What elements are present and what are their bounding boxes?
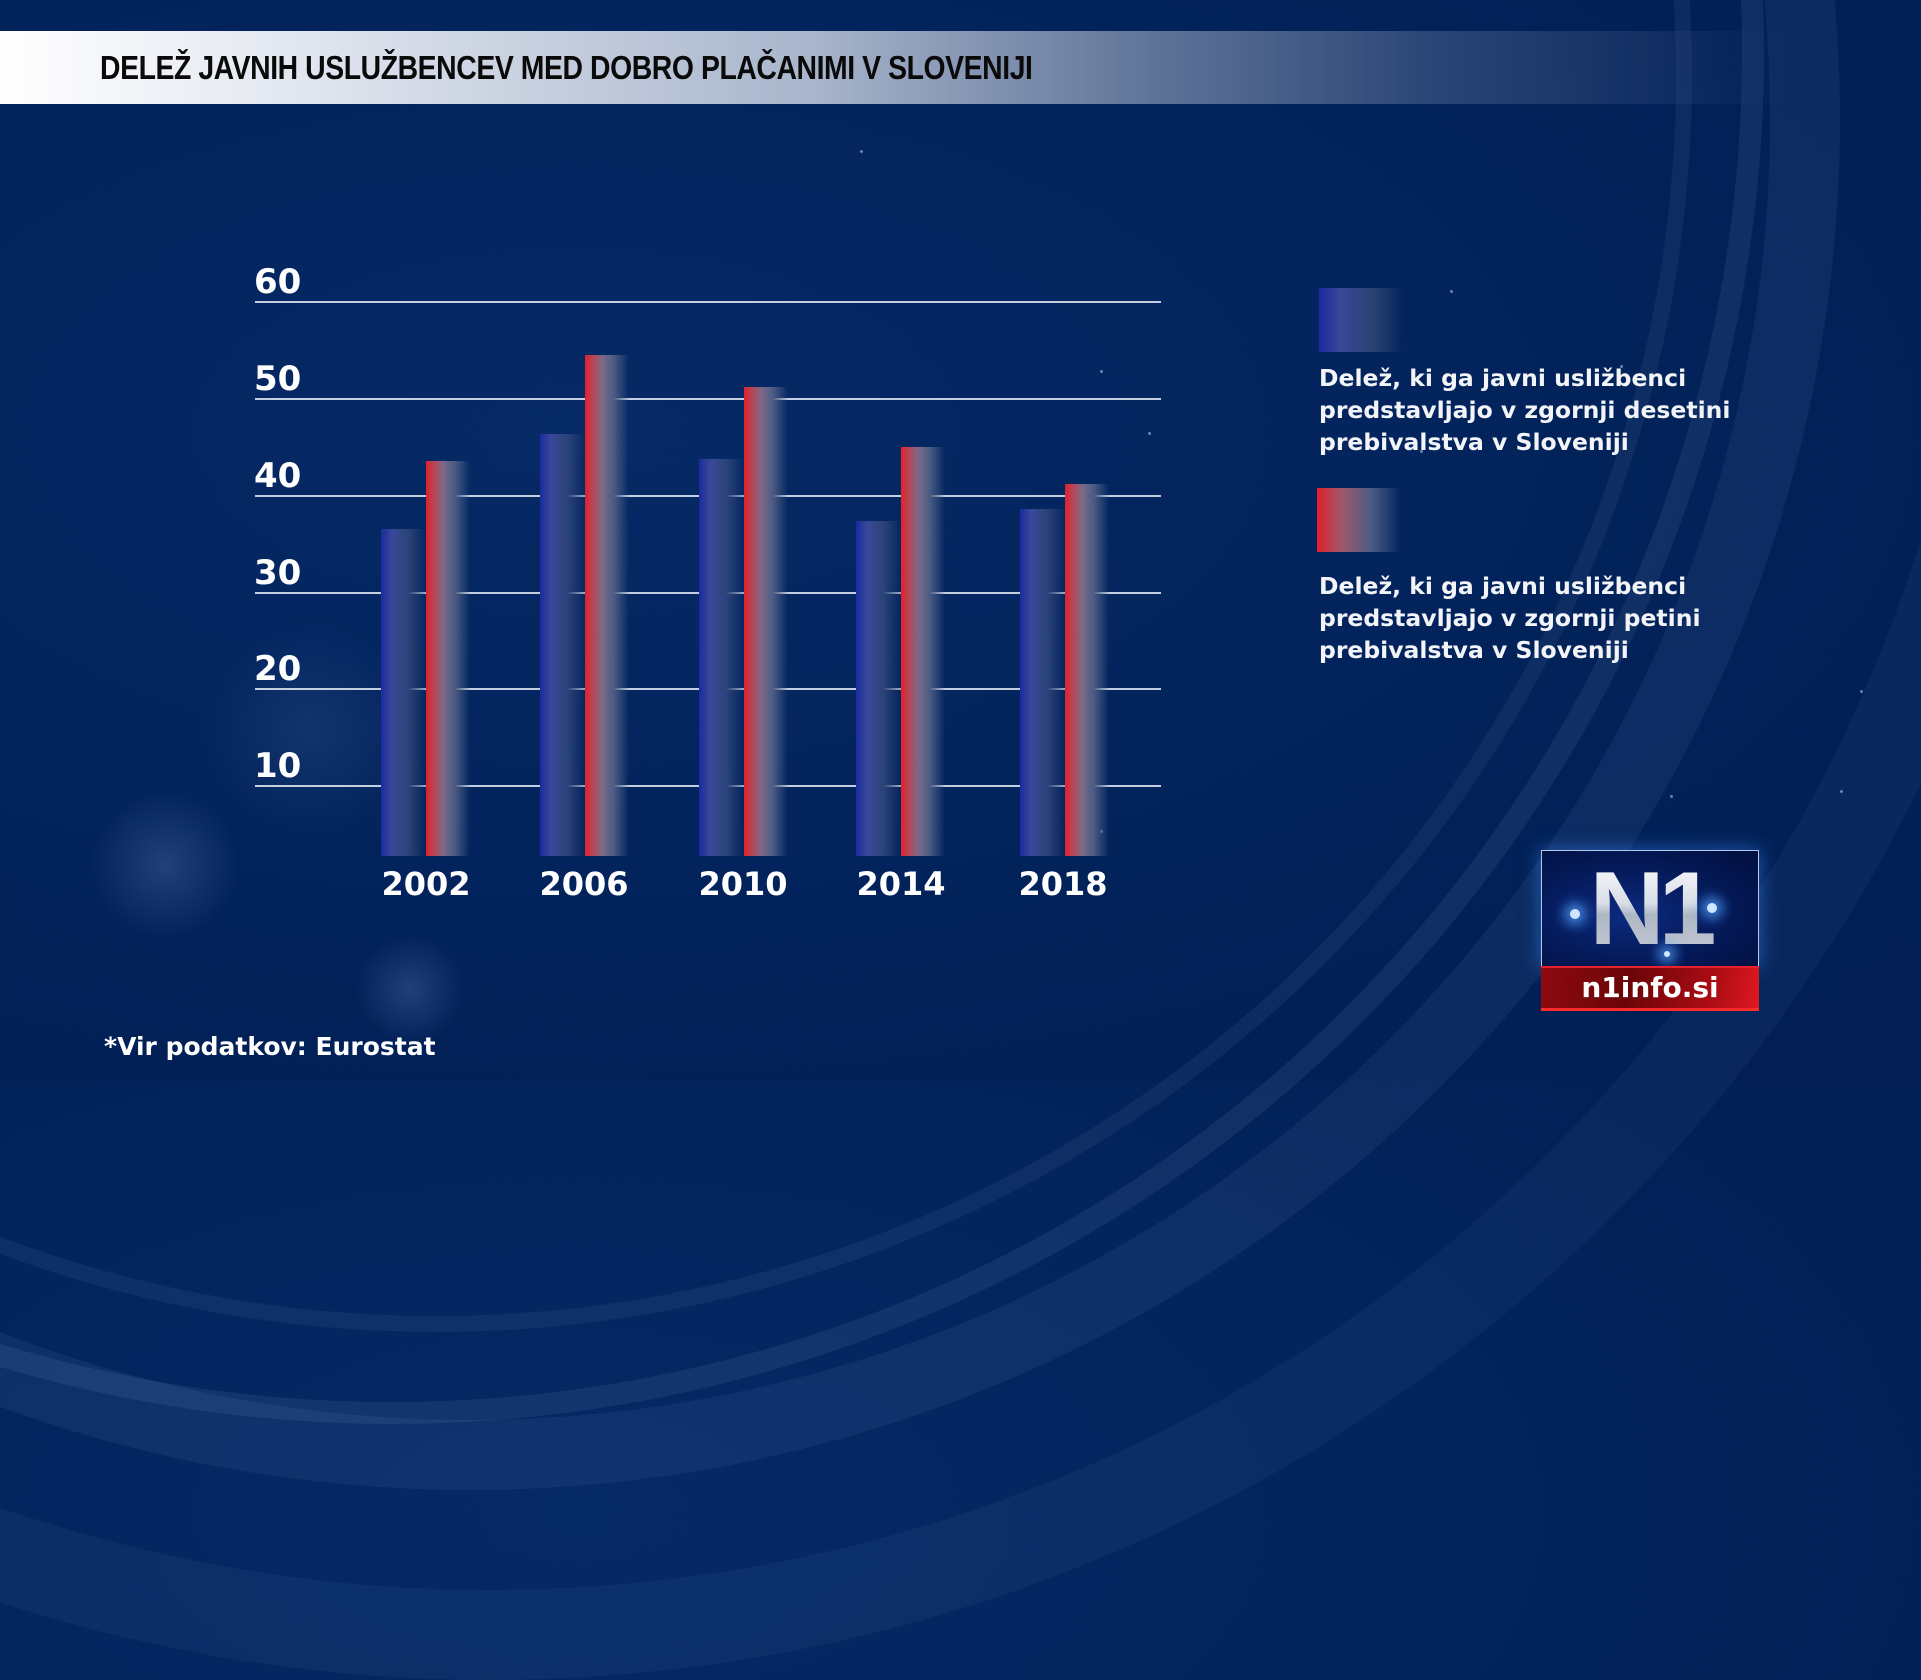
n1-logo: N1 n1info.si [1541, 850, 1759, 1011]
title-band [0, 31, 1790, 104]
x-tick-label: 2018 [1018, 865, 1108, 903]
legend-line: Delež, ki ga javni usližbenci [1319, 364, 1687, 392]
background-star [1420, 450, 1423, 453]
bar-top-tenth-2010 [699, 459, 744, 856]
x-tick-label: 2006 [539, 865, 629, 903]
background-star [1100, 370, 1103, 373]
y-tick-label: 10 [254, 746, 302, 786]
y-tick-label: 40 [254, 456, 302, 496]
logo-glow [1570, 909, 1580, 919]
logo-glow [1664, 951, 1670, 957]
y-tick-label: 20 [254, 649, 302, 689]
background-star [1450, 290, 1453, 293]
legend-label-top-fifth: Delež, ki ga javni usližbenci predstavlj… [1319, 570, 1739, 666]
logo-site-text: n1info.si [1581, 971, 1719, 1004]
x-tick-label: 2014 [856, 865, 946, 903]
background-orb [355, 935, 465, 1045]
legend-swatch-red [1317, 488, 1401, 552]
legend-line: prebivalstva v Sloveniji [1319, 428, 1629, 456]
bar-top-tenth-2002 [381, 529, 426, 856]
bar-top-tenth-2018 [1020, 509, 1065, 856]
background-star [1620, 365, 1623, 368]
logo-mark-text: N1 [1542, 853, 1758, 965]
logo-site-band: n1info.si [1541, 966, 1759, 1011]
source-footnote: *Vir podatkov: Eurostat [104, 1032, 436, 1061]
gridline-50 [255, 398, 1161, 400]
background-star [860, 150, 863, 153]
legend-line: prebivalstva v Sloveniji [1319, 636, 1629, 664]
background-star [1670, 795, 1673, 798]
chart-title: DELEŽ JAVNIH USLUŽBENCEV MED DOBRO PLAČA… [100, 49, 1033, 86]
bar-top-fifth-2018 [1065, 484, 1109, 856]
legend-line: predstavljajo v zgornji petini [1319, 604, 1701, 632]
logo-glow [1707, 903, 1717, 913]
logo-mark-box: N1 [1541, 850, 1759, 967]
background-orb [90, 790, 240, 940]
y-tick-label: 60 [254, 262, 302, 302]
legend-label-top-tenth: Delež, ki ga javni usližbenci predstavlj… [1319, 362, 1739, 458]
bar-top-fifth-2014 [901, 447, 945, 856]
bar-top-fifth-2002 [426, 461, 470, 856]
legend-swatch-blue [1319, 288, 1403, 352]
legend-line: Delež, ki ga javni usližbenci [1319, 572, 1687, 600]
x-tick-label: 2010 [698, 865, 788, 903]
bar-top-fifth-2006 [585, 355, 629, 856]
legend-line: predstavljajo v zgornji desetini [1319, 396, 1731, 424]
bar-top-fifth-2010 [744, 387, 788, 856]
y-tick-label: 50 [254, 359, 302, 399]
bar-top-tenth-2006 [540, 434, 585, 856]
background-star [1860, 690, 1863, 693]
background-star [1840, 790, 1843, 793]
gridline-60 [255, 301, 1161, 303]
bar-top-tenth-2014 [856, 521, 901, 856]
y-tick-label: 30 [254, 553, 302, 593]
x-tick-label: 2002 [381, 865, 471, 903]
background-star [1148, 432, 1151, 435]
